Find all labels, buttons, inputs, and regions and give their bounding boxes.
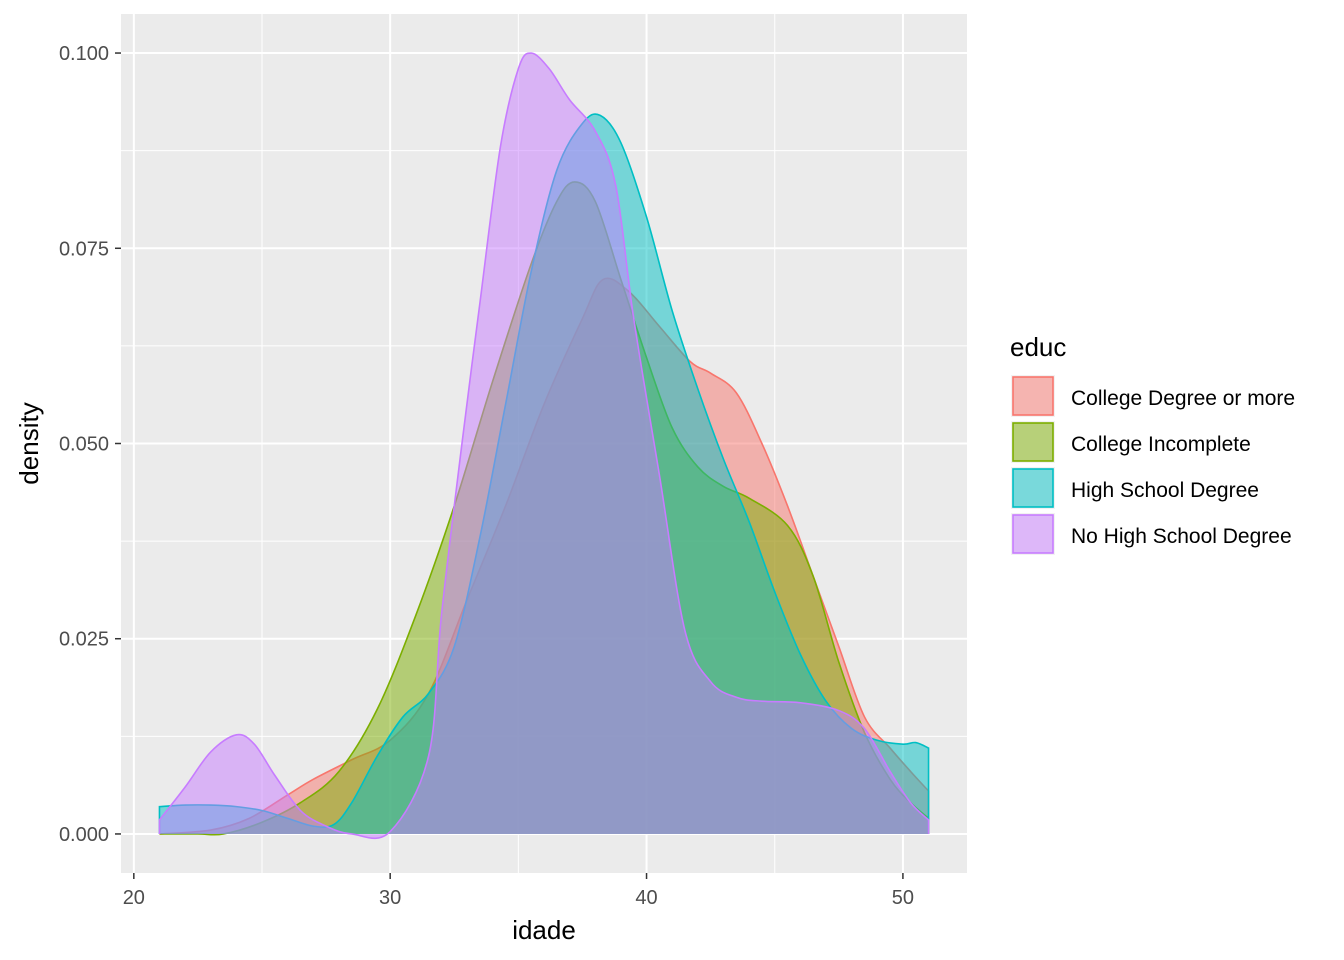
density-line-no-high-school-degree <box>158 52 930 840</box>
legend-label-college-degree-or-more: College Degree or more <box>1071 387 1295 410</box>
y-axis: 0.000 0.025 0.050 0.075 0.100 <box>59 43 121 846</box>
density-areas <box>158 52 930 840</box>
legend-key-college-degree-or-more <box>1012 376 1054 416</box>
y-tick-label: 0.000 <box>59 824 109 846</box>
legend-title: educ <box>1010 332 1066 362</box>
legend-key-high-school-degree <box>1012 468 1054 508</box>
legend-key-no-high-school-degree <box>1012 514 1054 554</box>
x-tick-label: 40 <box>635 887 657 909</box>
y-tick-label: 0.050 <box>59 434 109 456</box>
legend-label-high-school-degree: High School Degree <box>1071 479 1259 502</box>
x-axis: 20 30 40 50 <box>123 873 914 909</box>
x-axis-title: idade <box>512 915 576 945</box>
legend-label-college-incomplete: College Incomplete <box>1071 433 1251 456</box>
y-tick-label: 0.025 <box>59 629 109 651</box>
y-axis-title: density <box>14 402 44 484</box>
density-area-no-high-school-degree <box>159 53 929 839</box>
x-tick-label: 20 <box>123 887 145 909</box>
x-tick-label: 30 <box>379 887 401 909</box>
x-tick-label: 50 <box>892 887 914 909</box>
legend-key-college-incomplete <box>1012 422 1054 462</box>
legend-label-no-high-school-degree: No High School Degree <box>1071 525 1292 548</box>
legend: educ College Degree or more College Incom… <box>1010 332 1295 555</box>
y-tick-label: 0.075 <box>59 238 109 260</box>
y-tick-label: 0.100 <box>59 43 109 65</box>
